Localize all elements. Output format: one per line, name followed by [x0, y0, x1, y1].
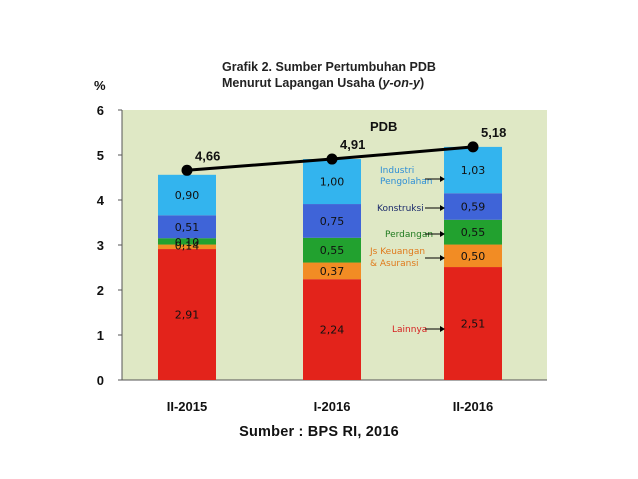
subtitle-italic: y-on-y — [381, 76, 421, 90]
data-label: 0,59 — [461, 201, 486, 214]
data-label: 0,50 — [461, 250, 486, 263]
x-category-label: I-2016 — [314, 399, 351, 414]
y-axis-label: % — [94, 78, 106, 93]
data-label: 1,00 — [320, 176, 345, 189]
data-label: 0,51 — [175, 221, 200, 234]
data-label: 0,90 — [175, 189, 200, 202]
legend-label-keuangan: & Asuransi — [370, 259, 419, 269]
source-note: Sumber : BPS RI, 2016 — [239, 424, 399, 440]
legend-label-konstruksi: Konstruksi — [377, 204, 424, 214]
y-tick-label: 0 — [97, 373, 104, 388]
legend-label-keuangan: Js Keuangan — [369, 247, 425, 257]
data-label: 0,37 — [320, 265, 345, 278]
y-tick-label: 6 — [97, 103, 104, 118]
bar-segment — [158, 174, 216, 216]
bar-segment — [444, 244, 502, 268]
data-label: 1,03 — [461, 164, 486, 177]
bar-segment — [303, 279, 361, 380]
y-tick-label: 2 — [97, 283, 104, 298]
bar-segment — [158, 215, 216, 239]
pdb-point — [181, 164, 193, 176]
data-label: 0,14 — [175, 239, 200, 252]
subtitle-suffix: ) — [420, 76, 424, 90]
legend-label-industri: Pengolahan — [380, 177, 433, 187]
data-label: 0,55 — [320, 244, 345, 257]
bar-segment — [303, 159, 361, 205]
bar-segment — [444, 146, 502, 194]
pdb-value-label: 5,18 — [481, 125, 506, 140]
bar-segment — [444, 193, 502, 220]
data-label: 0,55 — [461, 226, 486, 239]
pdb-series-label: PDB — [370, 119, 397, 134]
bar-segment — [158, 249, 216, 380]
x-category-label: II-2015 — [167, 399, 207, 414]
bar-segment — [303, 204, 361, 238]
legend-arrowhead — [440, 176, 445, 182]
legend-arrowhead — [440, 231, 445, 237]
chart-subtitle: Menurut Lapangan Usaha (y-on-y) — [222, 76, 424, 90]
y-tick-label: 4 — [97, 193, 105, 208]
x-category-label: II-2016 — [453, 399, 493, 414]
bar-segment — [303, 262, 361, 280]
data-label: 2,24 — [320, 324, 345, 337]
pdb-point — [467, 141, 479, 153]
bar-segment — [158, 244, 216, 250]
data-label: 0,75 — [320, 215, 345, 228]
bar-segment — [303, 237, 361, 263]
data-label: 2,91 — [175, 309, 200, 322]
data-label: 0,10 — [175, 236, 200, 249]
pdb-value-label: 4,66 — [195, 148, 220, 163]
bar-segment — [444, 267, 502, 380]
bar-segment — [158, 238, 216, 245]
data-label: 2,51 — [461, 318, 486, 331]
legend-label-industri: Industri — [380, 166, 414, 176]
legend-arrowhead — [440, 255, 445, 261]
pdb-value-label: 4,91 — [340, 137, 365, 152]
legend-arrowhead — [440, 326, 445, 332]
chart-title: Grafik 2. Sumber Pertumbuhan PDB — [222, 60, 436, 74]
pdb-point — [326, 153, 338, 165]
legend-label-lainnya: Lainnya — [392, 325, 427, 335]
subtitle-prefix: Menurut Lapangan Usaha ( — [222, 76, 383, 90]
y-tick-label: 1 — [97, 328, 104, 343]
y-tick-label: 3 — [97, 238, 104, 253]
y-tick-label: 5 — [97, 148, 104, 163]
legend-arrowhead — [440, 205, 445, 211]
bar-segment — [444, 219, 502, 245]
legend-label-perdangan: Perdangan — [385, 230, 433, 240]
